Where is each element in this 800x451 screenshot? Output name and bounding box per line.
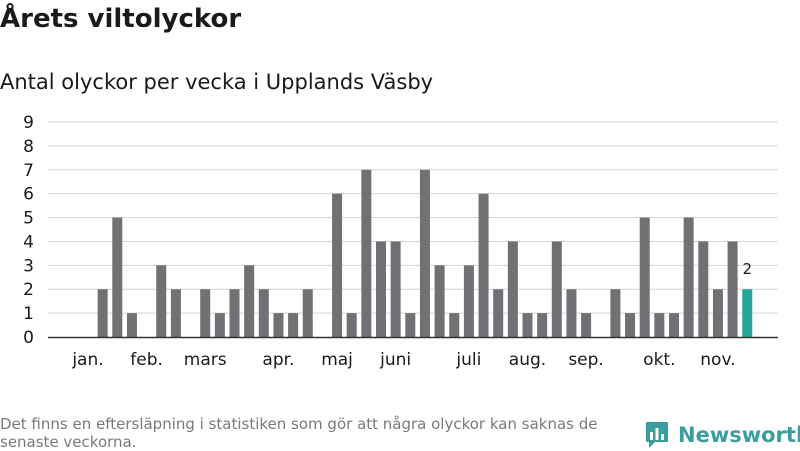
bar <box>625 313 636 337</box>
y-tick-label: 1 <box>23 304 34 324</box>
x-tick-label: juni <box>379 350 411 370</box>
bar <box>537 313 548 337</box>
y-tick-label: 4 <box>23 232 34 252</box>
bar <box>258 289 269 337</box>
bar <box>390 241 401 337</box>
bar <box>302 289 313 337</box>
bar <box>507 241 518 337</box>
y-tick-label: 2 <box>23 280 34 300</box>
bar <box>493 289 504 337</box>
bar-chart: 0 1 2 3 4 5 6 7 8 9 2 jan. feb. mars apr. maj juni juli… <box>23 113 778 370</box>
bar <box>727 241 738 337</box>
x-tick-label: mars <box>184 350 227 370</box>
x-tick-label: juli <box>455 350 481 370</box>
x-tick-label: nov. <box>700 350 735 370</box>
gridlines <box>48 121 778 314</box>
x-tick-label: okt. <box>643 350 675 370</box>
bar <box>669 313 679 337</box>
bar <box>156 265 167 337</box>
newsworthy-logo-icon <box>646 422 668 448</box>
x-tick-label: apr. <box>262 350 294 370</box>
bar <box>522 313 533 337</box>
y-tick-label: 3 <box>23 256 34 276</box>
bar <box>405 313 416 337</box>
bar <box>126 313 137 337</box>
data-label-current-week: 2 <box>742 260 752 278</box>
bar <box>332 193 343 337</box>
footnote: Det finns en eftersläpning i statistiken… <box>0 415 598 451</box>
brand-name: Newsworthy <box>678 423 800 447</box>
bar <box>581 313 592 337</box>
bar <box>712 289 723 337</box>
bar <box>449 313 460 337</box>
bar <box>288 313 299 337</box>
bar <box>698 241 709 337</box>
bar <box>478 193 489 337</box>
bar <box>200 289 211 337</box>
bar <box>361 169 372 337</box>
y-tick-label: 7 <box>23 161 34 181</box>
chart-subtitle: Antal olyckor per vecka i Upplands Väsby <box>0 70 434 94</box>
bar <box>244 265 255 337</box>
bar <box>639 217 650 337</box>
bar <box>654 313 665 337</box>
y-tick-label: 6 <box>23 185 34 205</box>
bar <box>273 313 284 337</box>
chart-title: Årets viltolyckor <box>0 4 242 34</box>
bar <box>229 289 240 337</box>
x-tick-label: aug. <box>509 350 546 370</box>
x-tick-label: jan. <box>71 350 103 370</box>
bar <box>434 265 445 337</box>
bar <box>112 217 123 337</box>
bar <box>376 241 386 337</box>
x-tick-label: maj <box>321 350 353 370</box>
bar <box>170 289 181 337</box>
y-tick-label: 8 <box>23 137 34 157</box>
bar <box>419 169 430 337</box>
x-tick-label: feb. <box>130 350 163 370</box>
y-axis-tick-labels: 0 1 2 3 4 5 6 7 8 9 <box>23 113 34 348</box>
bar <box>346 313 357 337</box>
y-tick-label: 9 <box>23 113 34 133</box>
x-tick-label: sep. <box>568 350 604 370</box>
bar-current-week <box>742 289 753 337</box>
bar <box>97 289 108 337</box>
bar <box>683 217 694 337</box>
bar <box>551 241 562 337</box>
bars: 2 <box>97 169 753 337</box>
bar <box>566 289 577 337</box>
bar <box>610 289 621 337</box>
bar <box>214 313 225 337</box>
x-axis-month-labels: jan. feb. mars apr. maj juni juli aug. sep. okt. n… <box>71 350 735 370</box>
y-tick-label: 0 <box>23 328 34 348</box>
bar <box>463 265 474 337</box>
brand-logo-link[interactable]: Newsworthy <box>645 420 800 450</box>
y-tick-label: 5 <box>23 209 34 229</box>
